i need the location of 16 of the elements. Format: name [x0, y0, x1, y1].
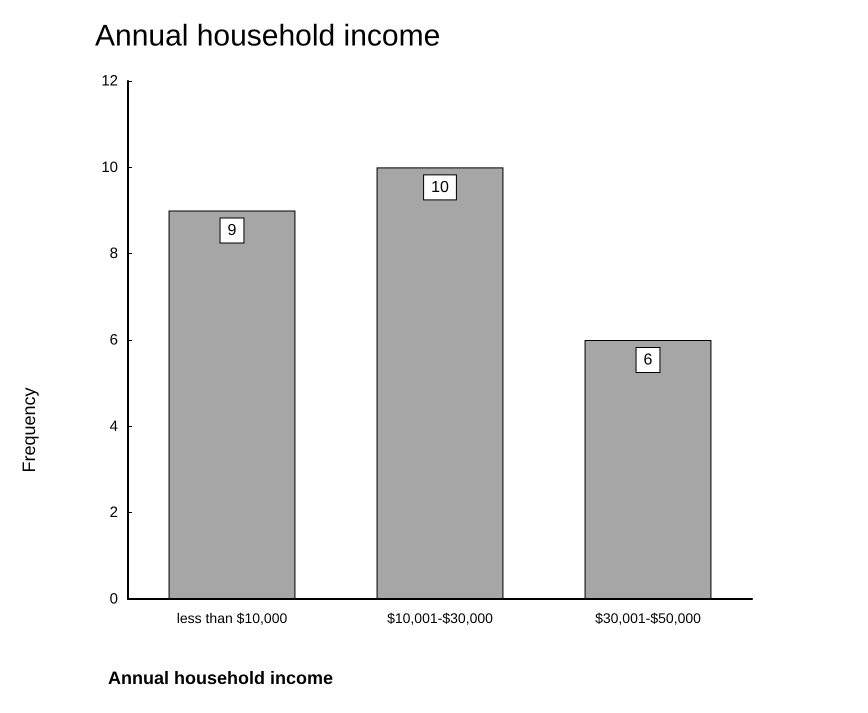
- x-axis-title: Annual household income: [108, 668, 334, 688]
- x-tick-label: less than $10,000: [176, 610, 288, 626]
- data-label: 6: [644, 352, 653, 368]
- y-tick-label: 12: [101, 72, 118, 90]
- x-tick-label: $30,001-$50,000: [595, 610, 702, 626]
- y-tick-label: 4: [110, 418, 118, 435]
- y-axis-title: Frequency: [19, 387, 39, 473]
- y-tick-label: 8: [110, 245, 118, 262]
- x-tick-label: $10,001-$30,000: [387, 610, 494, 626]
- y-tick-label: 2: [110, 504, 118, 522]
- chart-title: Annual household income: [95, 20, 440, 52]
- data-label: 9: [228, 222, 237, 239]
- y-tick-label: 0: [110, 590, 118, 608]
- y-tick-label: 6: [110, 332, 118, 348]
- y-tick-label: 10: [101, 158, 118, 176]
- data-label: 10: [431, 178, 449, 196]
